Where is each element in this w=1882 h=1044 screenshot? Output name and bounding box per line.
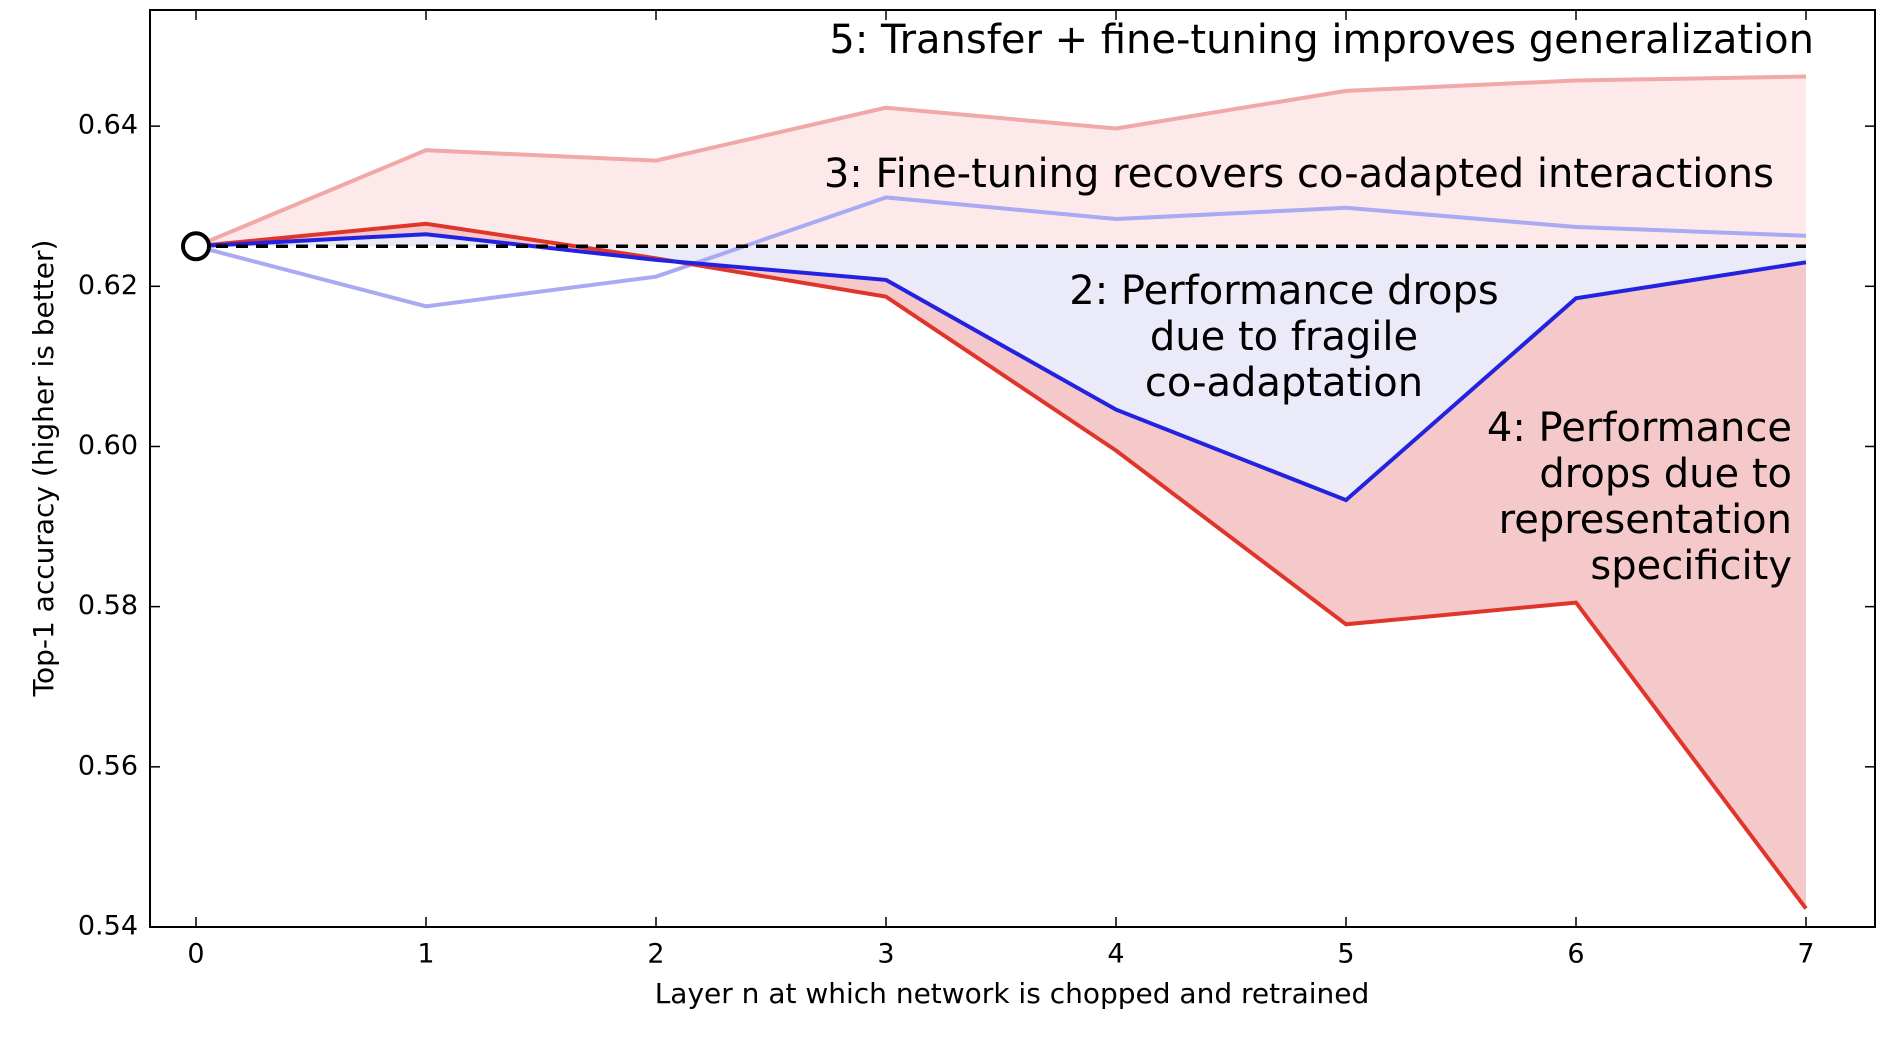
- x-tick-label: 5: [1337, 939, 1354, 970]
- series-line: [195, 221, 1808, 910]
- x-tick-label: 2: [647, 939, 664, 970]
- y-tick-label: 0.64: [78, 110, 138, 141]
- y-tick-label: 0.58: [78, 590, 138, 621]
- x-tick-label: 7: [1797, 939, 1814, 970]
- annotation: due to fragile: [1150, 314, 1418, 360]
- x-tick-label: 6: [1567, 939, 1584, 970]
- series-line: [195, 74, 1807, 249]
- fill-area: [196, 76, 1806, 247]
- series-line: [195, 195, 1807, 309]
- annotation: 3: Fine-tuning recovers co-adapted inter…: [824, 151, 1774, 197]
- x-axis-label: Layer n at which network is chopped and …: [655, 977, 1370, 1010]
- annotation: representation: [1499, 497, 1792, 543]
- x-tick-label: 1: [417, 939, 434, 970]
- plot-frame: [149, 9, 1876, 928]
- y-tick-label: 0.62: [78, 270, 138, 301]
- reference-marker: [181, 231, 211, 262]
- annotation: 2: Performance drops: [1069, 268, 1499, 314]
- annotation: drops due to: [1539, 451, 1792, 497]
- fill-area: [196, 234, 1806, 501]
- y-tick-label: 0.60: [78, 430, 138, 461]
- y-axis-label: Top-1 accuracy (higher is better): [27, 240, 60, 698]
- annotation: 5: Transfer + fine-tuning improves gener…: [829, 17, 1814, 63]
- series-line: [195, 232, 1807, 503]
- fill-area: [196, 223, 1806, 909]
- y-tick-label: 0.54: [78, 911, 138, 942]
- x-tick-label: 3: [877, 939, 894, 970]
- x-tick-label: 0: [187, 939, 204, 970]
- y-tick-label: 0.56: [78, 750, 138, 781]
- x-tick-label: 4: [1107, 939, 1124, 970]
- annotation: specificity: [1590, 543, 1792, 589]
- annotation: co-adaptation: [1145, 360, 1423, 406]
- annotation: 4: Performance: [1487, 405, 1792, 451]
